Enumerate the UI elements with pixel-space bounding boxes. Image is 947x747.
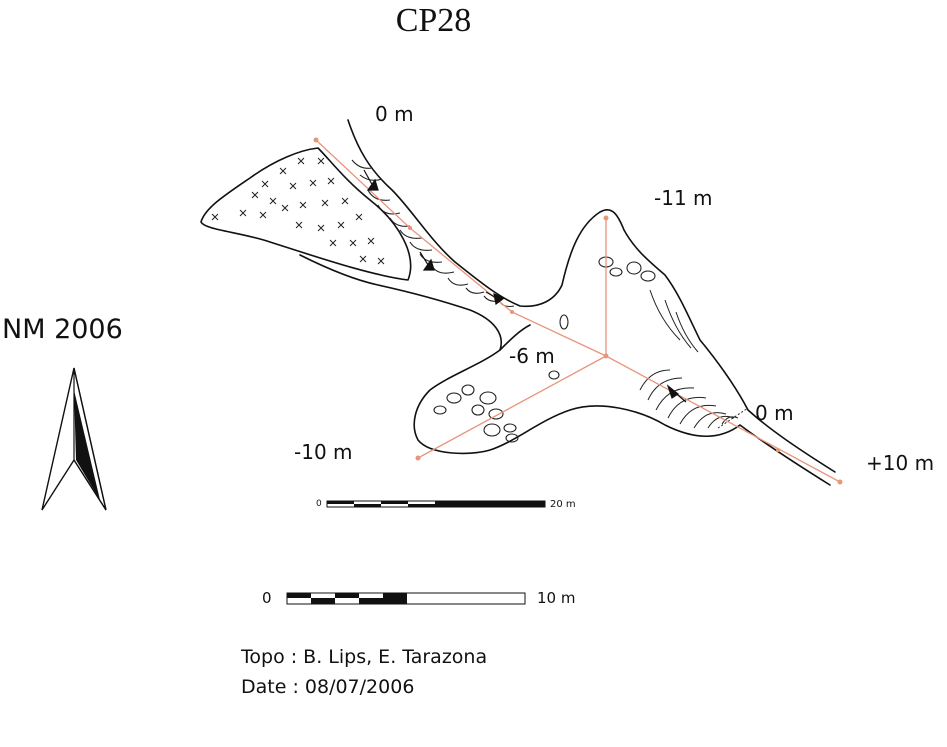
upper-left-lobe-outline — [201, 148, 411, 280]
entrance-lower-wall — [300, 255, 830, 485]
depth-label-junction: -6 m — [509, 346, 555, 366]
cave-outline — [201, 120, 835, 485]
depth-label-lower-left: -10 m — [294, 442, 353, 462]
scale-bar-20m — [327, 501, 545, 507]
scale-10m-start: 0 — [262, 591, 272, 606]
scale-10m-end: 10 m — [537, 591, 575, 606]
rubble-crosses — [212, 158, 384, 264]
depth-label-right-mid: 0 m — [755, 403, 794, 423]
survey-label: NM 2006 — [2, 316, 123, 343]
survey-stations — [314, 138, 843, 485]
depth-label-upper-right: -11 m — [654, 188, 713, 208]
scale-20m-end: 20 m — [550, 500, 576, 510]
survey-line-entrance — [316, 140, 606, 356]
depth-label-entrance: 0 m — [375, 104, 414, 124]
credits-topo: Topo : B. Lips, E. Tarazona — [241, 648, 487, 667]
scale-bar-10m — [287, 593, 525, 604]
credits-date: Date : 08/07/2006 — [241, 678, 414, 697]
scale-20m-start: 0 — [316, 500, 322, 509]
north-arrow-icon — [42, 368, 106, 510]
survey-line-right — [606, 356, 840, 482]
survey-lines — [316, 140, 840, 482]
survey-line-lower-left — [418, 356, 606, 458]
depth-label-far-right: +10 m — [866, 453, 934, 473]
